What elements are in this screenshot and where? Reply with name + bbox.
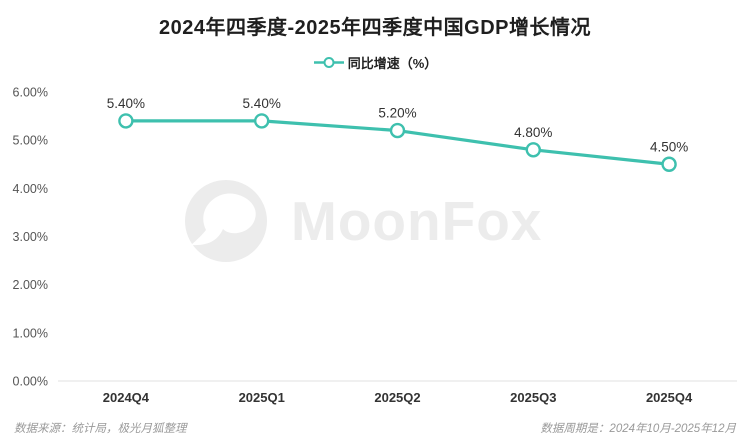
chart-plot-area: MoonFox 0.00% 1.00% 2.00% 3.00% 4.00% 5.00% 6.… (0, 78, 750, 408)
svg-text:6.00%: 6.00% (13, 86, 48, 100)
chart-title: 2024年四季度-2025年四季度中国GDP增长情况 (159, 17, 591, 39)
svg-text:3.00%: 3.00% (13, 230, 48, 244)
legend-line-marker-icon (313, 57, 344, 68)
data-source-note: 数据来源：统计局，极光月狐整理 (14, 423, 187, 435)
chart-footer: 数据来源：统计局，极光月狐整理 数据周期是：2024年10月-2025年12月 (14, 420, 736, 436)
data-period-note: 数据周期是：2024年10月-2025年12月 (540, 423, 736, 435)
svg-text:2.00%: 2.00% (13, 278, 48, 292)
svg-text:2025Q3: 2025Q3 (510, 390, 556, 405)
svg-text:2025Q2: 2025Q2 (374, 390, 420, 405)
svg-text:1.00%: 1.00% (13, 326, 48, 340)
svg-text:5.00%: 5.00% (13, 134, 48, 148)
svg-text:5.20%: 5.20% (378, 106, 416, 121)
legend-label: 同比增速（%） (347, 56, 438, 71)
svg-text:5.40%: 5.40% (107, 96, 145, 111)
svg-text:4.50%: 4.50% (650, 139, 688, 154)
svg-text:2024Q4: 2024Q4 (103, 390, 150, 405)
svg-text:0.00%: 0.00% (13, 375, 48, 389)
legend: 同比增速（%） (0, 53, 750, 72)
line-chart: 0.00% 1.00% 2.00% 3.00% 4.00% 5.00% 6.00% 2024Q… (13, 86, 737, 405)
svg-text:2025Q4: 2025Q4 (646, 390, 693, 405)
svg-text:2025Q1: 2025Q1 (239, 390, 285, 405)
svg-text:5.40%: 5.40% (243, 96, 281, 111)
svg-text:4.80%: 4.80% (514, 125, 552, 140)
svg-text:4.00%: 4.00% (13, 182, 48, 196)
